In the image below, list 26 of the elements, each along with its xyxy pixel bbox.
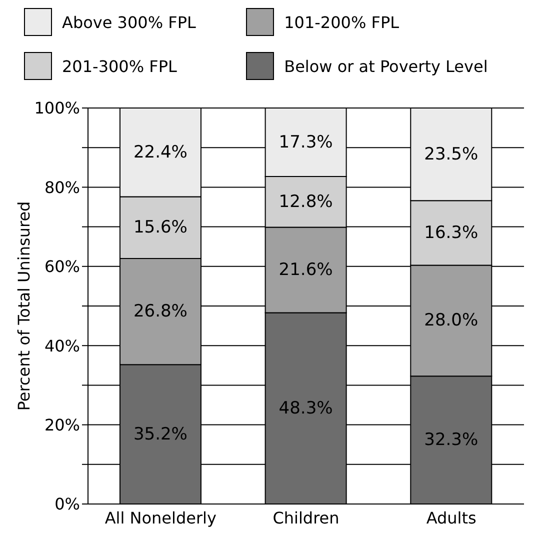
x-tick-label: Children — [272, 508, 340, 528]
y-tick-label: 60% — [44, 257, 80, 276]
text: 23.5% — [424, 144, 478, 164]
text: 16.3% — [424, 222, 478, 243]
text: 28.0% — [424, 310, 478, 331]
text: 17.3% — [278, 132, 333, 152]
y-tick-label: 100% — [34, 98, 80, 118]
legend-label: 201-300% FPL — [62, 56, 177, 76]
y-tick-label: 40% — [44, 336, 80, 356]
text: 21.6% — [278, 260, 333, 280]
y-tick-label: 0% — [54, 494, 80, 514]
text: 35.2% — [133, 424, 188, 444]
y-tick-label: 20% — [44, 415, 80, 434]
y-axis-title: Percent of Total Uninsured — [14, 201, 34, 411]
text: 26.8% — [133, 302, 188, 322]
legend-label: Above 300% FPL — [62, 12, 196, 32]
x-tick-label: All Nonelderly — [104, 508, 216, 528]
text: 48.3% — [278, 398, 333, 418]
legend-label: 101-200% FPL — [284, 12, 400, 32]
x-tick-label: Adults — [426, 508, 476, 528]
text: 32.3% — [424, 430, 478, 450]
text: 12.8% — [278, 192, 333, 212]
y-tick-label: 80% — [44, 178, 80, 197]
legend-label: Below or at Poverty Level — [284, 56, 488, 76]
text: 15.6% — [133, 218, 188, 238]
text: 22.4% — [133, 142, 188, 162]
